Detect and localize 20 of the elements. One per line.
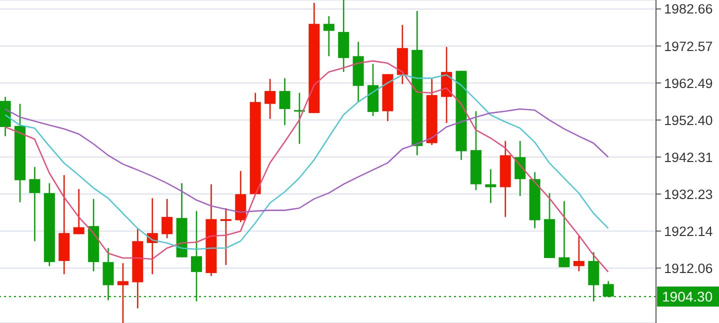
y-tick-label: 1922.14 [664, 224, 714, 239]
candlestick [573, 235, 584, 272]
candlestick [162, 198, 173, 239]
y-tick-label: 1972.57 [664, 38, 713, 54]
y-tick-label: 1912.06 [664, 260, 713, 276]
ref-line-label: 1904.30 [662, 288, 713, 305]
candlestick [117, 262, 128, 323]
candlestick [558, 200, 570, 268]
y-tick-label: 1962.49 [664, 76, 713, 91]
candlestick [514, 140, 526, 197]
candlestick [220, 207, 232, 266]
candlestick [323, 15, 334, 57]
y-tick-label: 1942.31 [664, 150, 713, 165]
y-tick-label: 1982.66 [664, 2, 713, 17]
candlestick [264, 78, 276, 120]
y-tick-label: 1932.23 [664, 186, 713, 202]
candlestick [29, 166, 40, 242]
candlestick [279, 78, 290, 126]
candlestick [73, 188, 84, 235]
y-tick-label: 1952.40 [664, 112, 713, 128]
